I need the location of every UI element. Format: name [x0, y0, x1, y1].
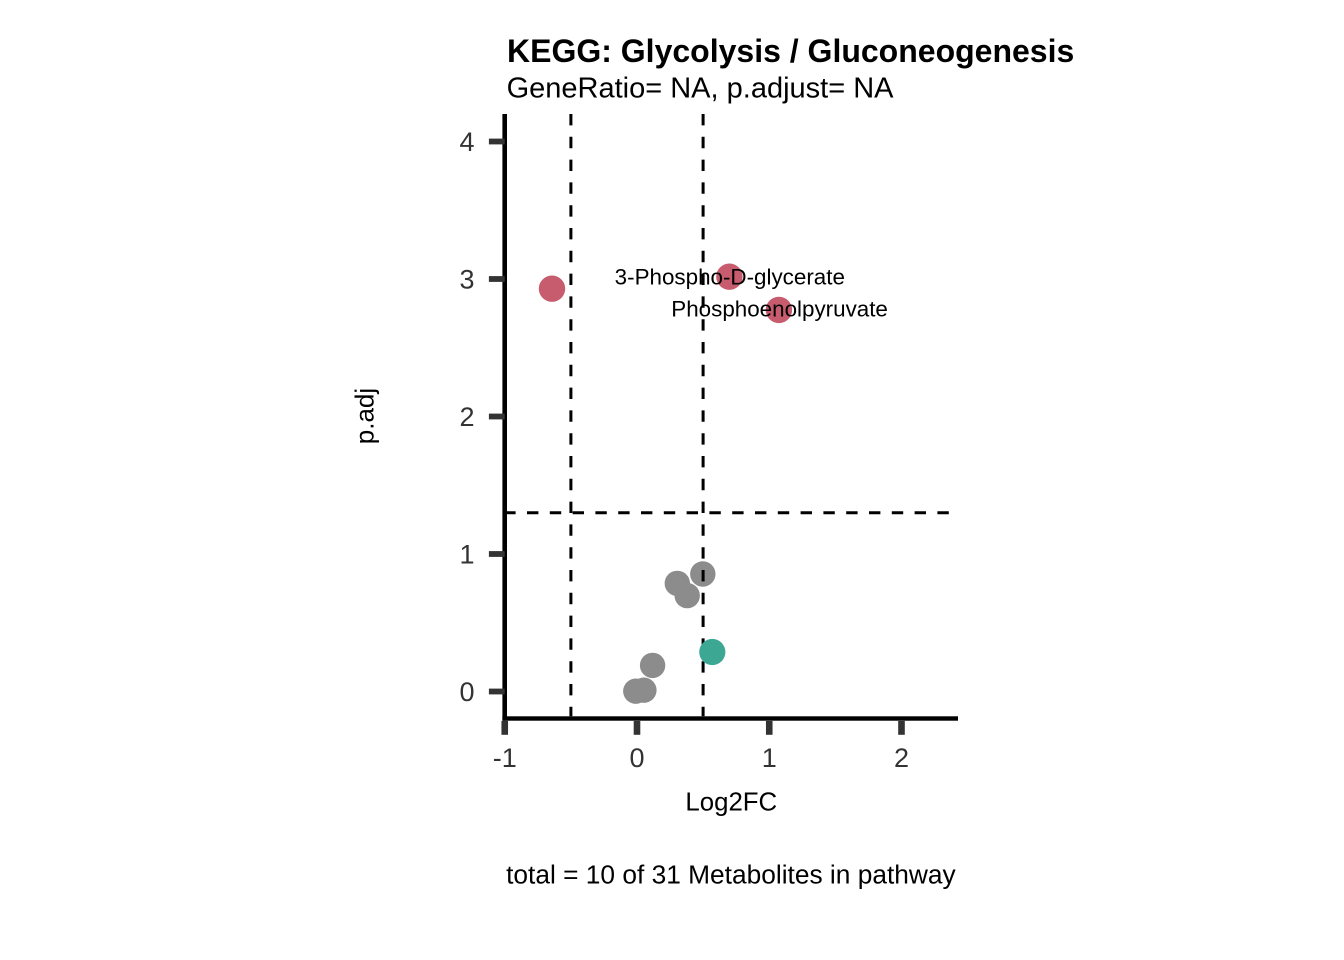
svg-text:3-Phospho-D-glycerate: 3-Phospho-D-glycerate	[615, 264, 845, 289]
svg-text:2: 2	[894, 743, 909, 773]
svg-text:-1: -1	[493, 743, 517, 773]
svg-text:0: 0	[629, 743, 644, 773]
svg-text:Log2FC: Log2FC	[685, 789, 777, 817]
svg-text:2: 2	[459, 402, 474, 432]
svg-text:total = 10 of 31 Metabolites i: total = 10 of 31 Metabolites in pathway	[506, 859, 956, 889]
svg-text:3: 3	[459, 265, 474, 295]
svg-text:1: 1	[762, 743, 777, 773]
svg-text:1: 1	[459, 540, 474, 570]
svg-text:p.adj: p.adj	[349, 388, 379, 444]
svg-text:Phosphoenolpyruvate: Phosphoenolpyruvate	[671, 296, 888, 321]
svg-text:0: 0	[459, 677, 474, 707]
svg-text:KEGG: Glycolysis / Gluconeogen: KEGG: Glycolysis / Gluconeogenesis	[507, 33, 1074, 69]
svg-text:GeneRatio= NA, p.adjust= NA: GeneRatio= NA, p.adjust= NA	[507, 73, 895, 105]
svg-text:4: 4	[459, 127, 474, 157]
